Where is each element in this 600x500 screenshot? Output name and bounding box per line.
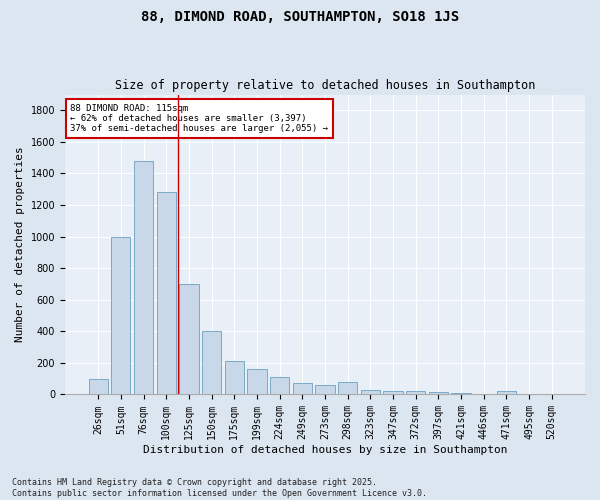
Bar <box>134 161 153 394</box>
Bar <box>111 236 130 394</box>
Bar <box>247 369 266 394</box>
Bar <box>497 392 516 394</box>
Bar <box>157 192 176 394</box>
Bar <box>383 390 403 394</box>
Bar <box>316 385 335 394</box>
Bar <box>428 392 448 394</box>
Bar <box>179 284 199 395</box>
Text: Contains HM Land Registry data © Crown copyright and database right 2025.
Contai: Contains HM Land Registry data © Crown c… <box>12 478 427 498</box>
Bar <box>361 390 380 394</box>
Bar <box>406 392 425 394</box>
Text: 88, DIMOND ROAD, SOUTHAMPTON, SO18 1JS: 88, DIMOND ROAD, SOUTHAMPTON, SO18 1JS <box>141 10 459 24</box>
Bar <box>270 377 289 394</box>
Bar <box>202 332 221 394</box>
Bar <box>89 378 108 394</box>
Text: 88 DIMOND ROAD: 115sqm
← 62% of detached houses are smaller (3,397)
37% of semi-: 88 DIMOND ROAD: 115sqm ← 62% of detached… <box>70 104 328 134</box>
Bar <box>451 393 470 394</box>
Bar <box>338 382 357 394</box>
X-axis label: Distribution of detached houses by size in Southampton: Distribution of detached houses by size … <box>143 445 507 455</box>
Title: Size of property relative to detached houses in Southampton: Size of property relative to detached ho… <box>115 79 535 92</box>
Bar <box>293 384 312 394</box>
Y-axis label: Number of detached properties: Number of detached properties <box>15 146 25 342</box>
Bar <box>224 362 244 394</box>
